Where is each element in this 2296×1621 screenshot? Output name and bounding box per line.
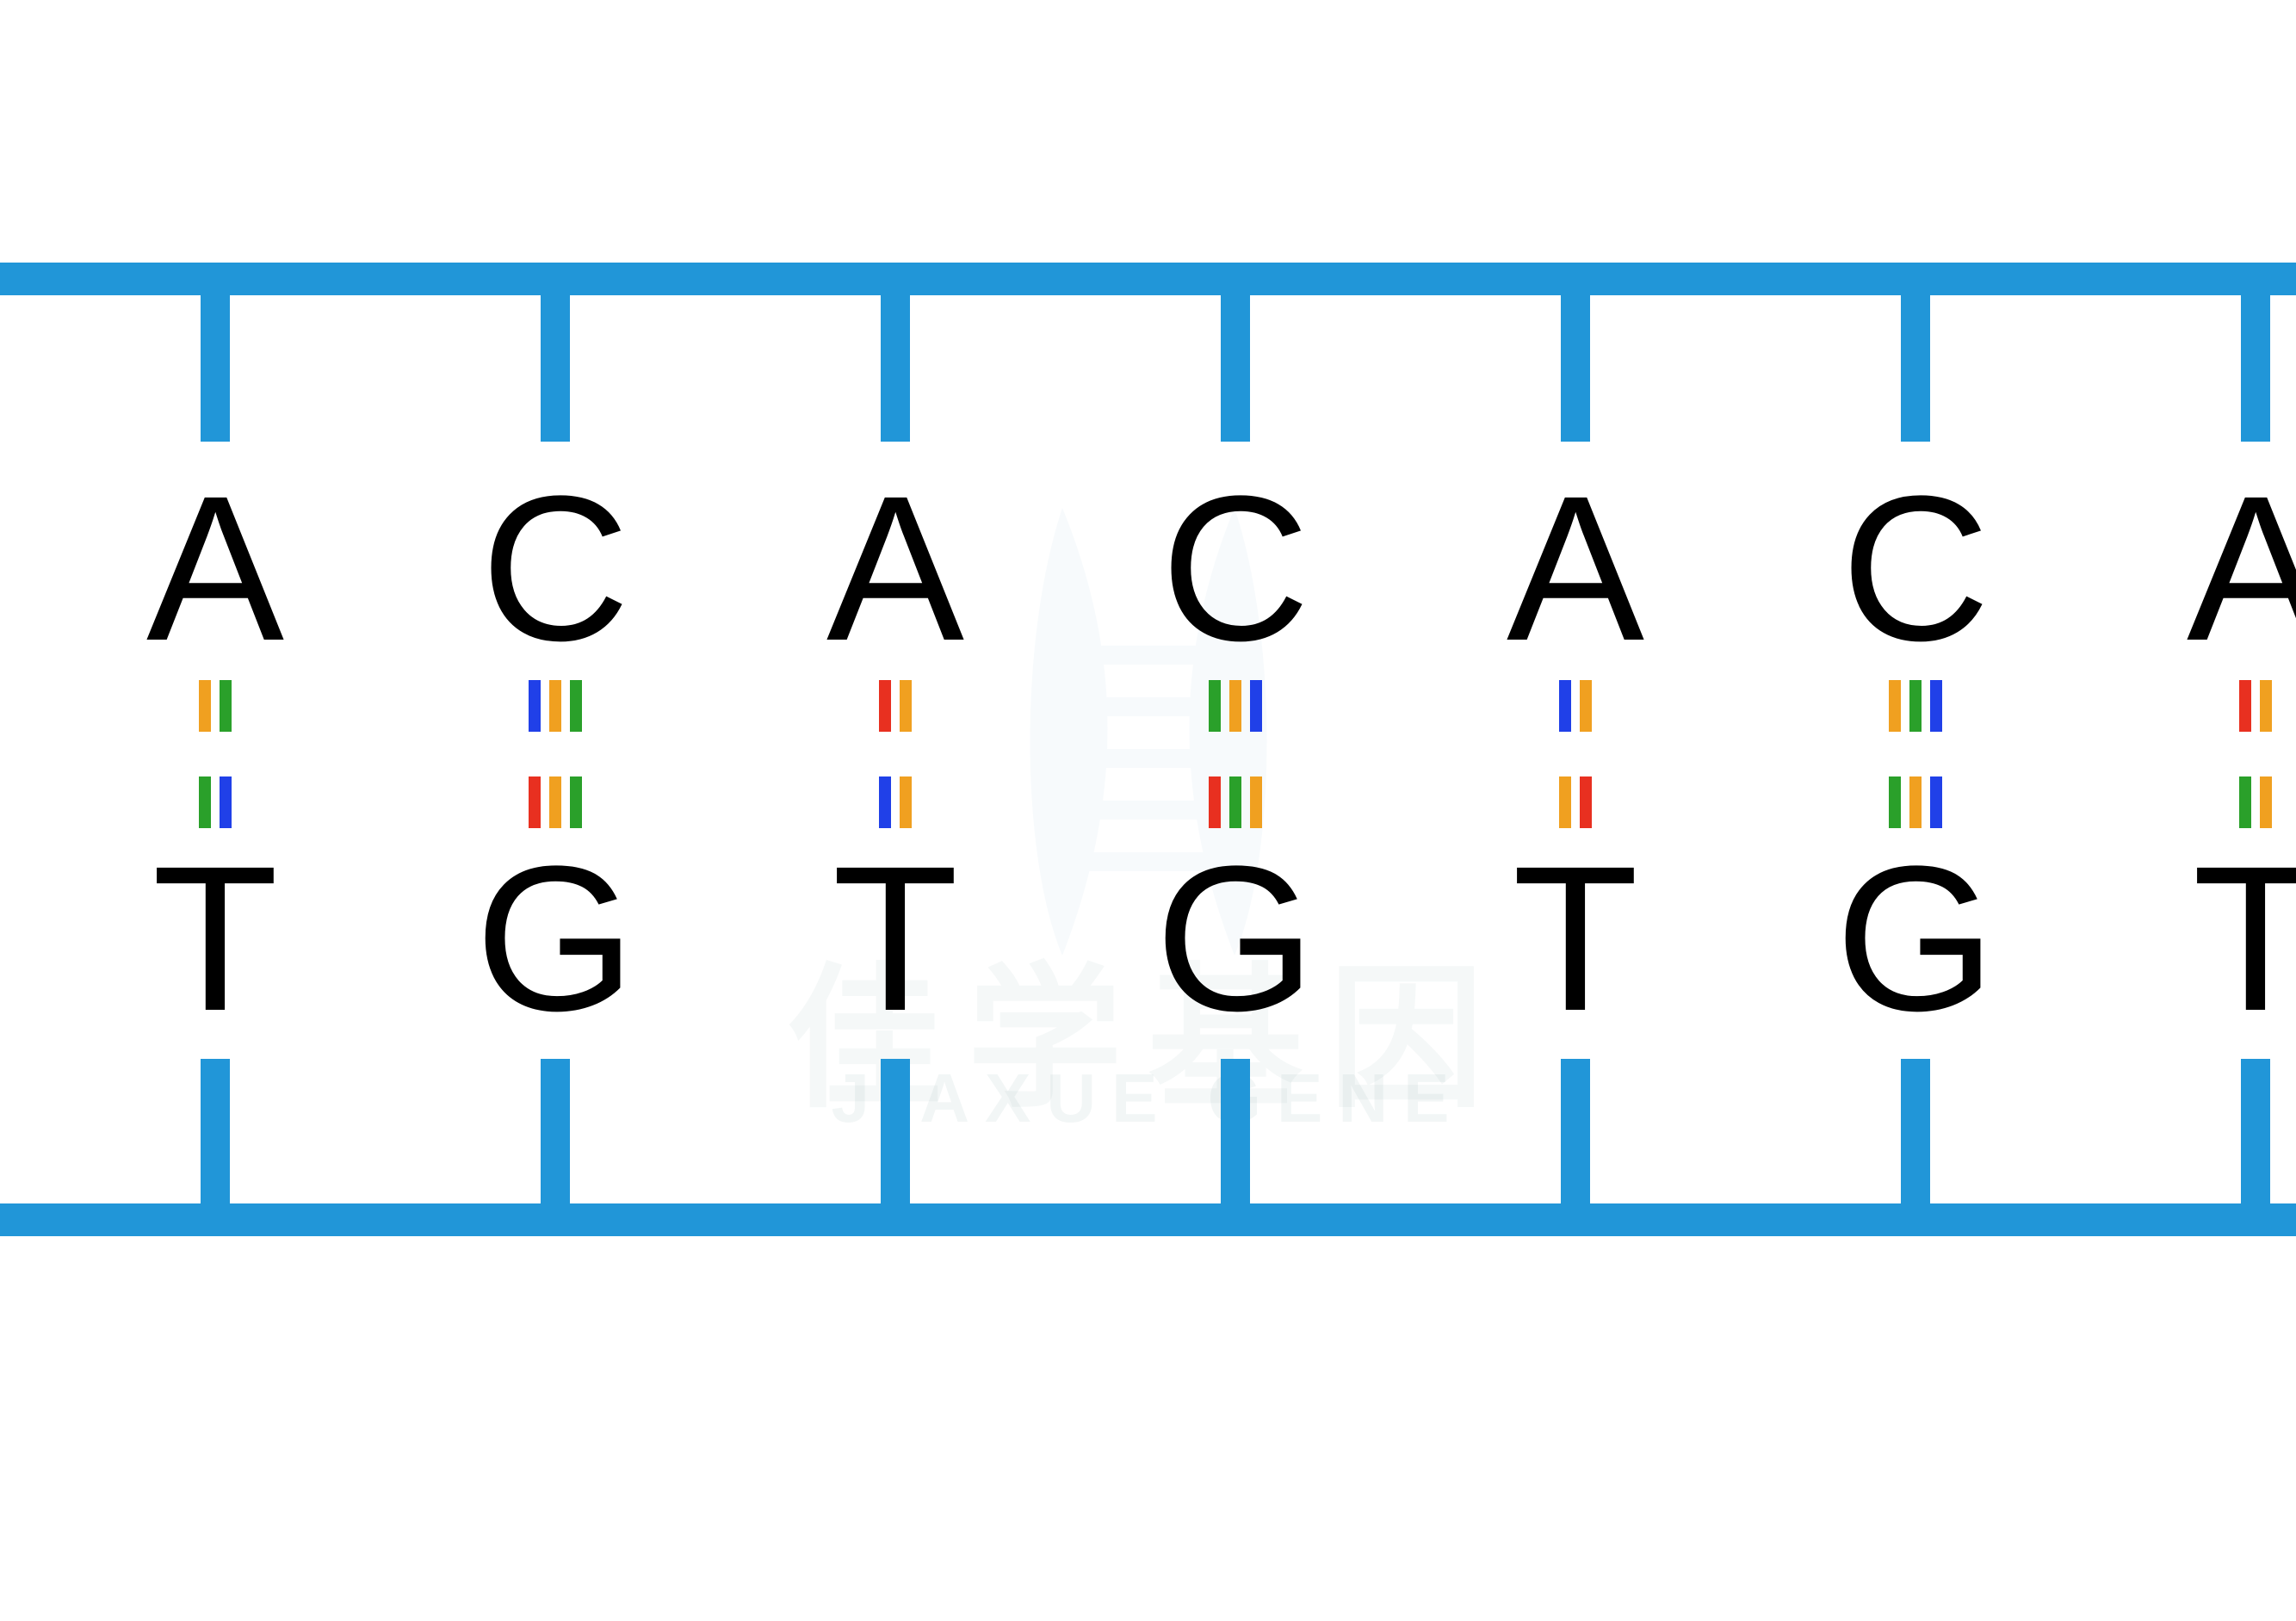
- hbond-row-lower: [1209, 776, 1262, 828]
- base-top: C: [1160, 465, 1309, 671]
- hbond-bar: [1209, 680, 1221, 732]
- hbond-bar: [1250, 680, 1262, 732]
- hbond-bar: [2239, 680, 2251, 732]
- dna-diagram: 佳学基因 JIAXUE GENE ATCGATCGATCGAT: [0, 0, 2296, 1621]
- hbond-bar: [1909, 680, 1922, 732]
- hbond-row-upper: [529, 680, 582, 732]
- hbond-bar: [1930, 680, 1942, 732]
- stem-upper: [1221, 295, 1250, 442]
- base-bottom: T: [152, 835, 279, 1042]
- base-top: A: [1507, 465, 1644, 671]
- hbond-row-upper: [2239, 680, 2272, 732]
- stem-lower: [201, 1059, 230, 1203]
- hbond-row-lower: [879, 776, 912, 828]
- base-top: A: [826, 465, 964, 671]
- stem-lower: [1221, 1059, 1250, 1203]
- hbond-row-lower: [2239, 776, 2272, 828]
- hbond-row-lower: [529, 776, 582, 828]
- hbond-row-lower: [199, 776, 232, 828]
- stem-upper: [881, 295, 910, 442]
- stem-lower: [541, 1059, 570, 1203]
- stem-upper: [541, 295, 570, 442]
- hbond-bar: [529, 680, 541, 732]
- hbond-bar: [549, 776, 561, 828]
- hbond-bar: [529, 776, 541, 828]
- hbond-bar: [570, 680, 582, 732]
- backbone-bottom: [0, 1203, 2296, 1236]
- base-top: A: [146, 465, 284, 671]
- base-top: A: [2187, 465, 2296, 671]
- hbond-row-upper: [1209, 680, 1262, 732]
- hbond-bar: [2260, 776, 2272, 828]
- hbond-bar: [1209, 776, 1221, 828]
- stem-lower: [2241, 1059, 2270, 1203]
- hbond-bar: [1559, 776, 1571, 828]
- base-top: C: [480, 465, 629, 671]
- hbond-row-upper: [1559, 680, 1592, 732]
- hbond-bar: [220, 776, 232, 828]
- hbond-bar: [2239, 776, 2251, 828]
- hbond-bar: [199, 776, 211, 828]
- stem-upper: [1901, 295, 1930, 442]
- hbond-bar: [879, 680, 891, 732]
- hbond-row-lower: [1559, 776, 1592, 828]
- hbond-bar: [900, 776, 912, 828]
- base-bottom: G: [1835, 835, 1996, 1042]
- base-top: C: [1841, 465, 1990, 671]
- hbond-row-upper: [199, 680, 232, 732]
- hbond-row-upper: [879, 680, 912, 732]
- hbond-bar: [220, 680, 232, 732]
- stem-lower: [881, 1059, 910, 1203]
- hbond-bar: [199, 680, 211, 732]
- backbone-top: [0, 263, 2296, 295]
- base-bottom: T: [2193, 835, 2296, 1042]
- hbond-bar: [570, 776, 582, 828]
- hbond-bar: [1229, 680, 1241, 732]
- hbond-bar: [1559, 680, 1571, 732]
- stem-upper: [1561, 295, 1590, 442]
- base-bottom: T: [1513, 835, 1639, 1042]
- hbond-bar: [1909, 776, 1922, 828]
- base-bottom: T: [832, 835, 959, 1042]
- hbond-bar: [900, 680, 912, 732]
- base-bottom: G: [475, 835, 636, 1042]
- hbond-row-upper: [1889, 680, 1942, 732]
- hbond-bar: [1580, 776, 1592, 828]
- hbond-bar: [879, 776, 891, 828]
- watermark-text-en: JIAXUE GENE: [632, 1059, 1665, 1138]
- hbond-bar: [549, 680, 561, 732]
- hbond-row-lower: [1889, 776, 1942, 828]
- hbond-bar: [1889, 776, 1901, 828]
- hbond-bar: [1580, 680, 1592, 732]
- hbond-bar: [1229, 776, 1241, 828]
- hbond-bar: [1889, 680, 1901, 732]
- hbond-bar: [1250, 776, 1262, 828]
- stem-lower: [1561, 1059, 1590, 1203]
- base-bottom: G: [1155, 835, 1316, 1042]
- stem-lower: [1901, 1059, 1930, 1203]
- stem-upper: [201, 295, 230, 442]
- hbond-bar: [2260, 680, 2272, 732]
- stem-upper: [2241, 295, 2270, 442]
- hbond-bar: [1930, 776, 1942, 828]
